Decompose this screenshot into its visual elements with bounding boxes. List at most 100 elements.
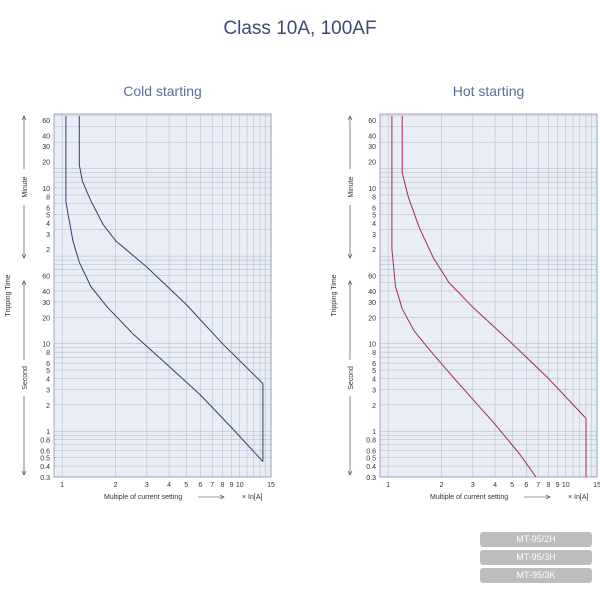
y-group-minute: Minute: [22, 176, 29, 197]
arrow-down-icon: [347, 470, 353, 476]
y-tick-label: 60: [42, 274, 50, 281]
y-tick-label: 4: [372, 221, 376, 228]
arrow-up-icon: [21, 280, 27, 285]
x-tick-label: 5: [184, 482, 188, 489]
y-tick-label: 8: [372, 194, 376, 201]
chart-panel-hot: Hot starting0.30.40.50.60.81234568102030…: [331, 83, 600, 501]
y-tick-label: 3: [372, 387, 376, 394]
y-tick-label: 0.4: [366, 464, 376, 471]
x-axis-unit: × In[A]: [242, 494, 262, 501]
y-tick-label: 60: [42, 118, 50, 125]
x-tick-label: 7: [210, 482, 214, 489]
x-tick-label: 15: [267, 482, 275, 489]
model-badge-2h: MT-95/2H: [480, 532, 592, 547]
y-axis-label: Tripping Time: [331, 274, 338, 316]
y-axis-label: Tripping Time: [5, 274, 12, 316]
y-tick-label: 0.6: [40, 449, 50, 456]
x-tick-label: 3: [145, 482, 149, 489]
arrow-up-icon: [347, 280, 353, 285]
arrow-down-icon: [21, 253, 27, 259]
trip-curve-line-0: [391, 115, 537, 477]
y-tick-label: 2: [46, 247, 50, 254]
y-tick-label: 0.5: [40, 456, 50, 463]
x-tick-label: 10: [236, 482, 244, 489]
y-tick-label: 3: [372, 232, 376, 239]
plot-border: [379, 113, 598, 478]
y-tick-label: 30: [42, 300, 50, 307]
y-tick-label: 2: [46, 403, 50, 410]
y-tick-label: 6: [372, 205, 376, 212]
y-tick-label: 0.8: [40, 438, 50, 445]
x-axis-label: Multiple of current setting: [104, 494, 182, 501]
y-tick-label: 4: [372, 377, 376, 384]
arrow-head-icon: [545, 494, 551, 500]
y-tick-label: 40: [368, 289, 376, 296]
x-tick-label: 6: [524, 482, 528, 489]
plot-area: [54, 114, 271, 477]
chart-title: Cold starting: [123, 83, 202, 99]
model-badges: MT-95/2H MT-95/3H MT-95/3K: [480, 532, 592, 586]
y-tick-label: 5: [46, 368, 50, 375]
y-tick-label: 30: [42, 144, 50, 151]
arrow-head-icon: [219, 494, 225, 500]
y-tick-label: 2: [372, 247, 376, 254]
arrow-up-icon: [21, 115, 27, 121]
y-tick-label: 40: [368, 133, 376, 140]
y-tick-label: 3: [46, 232, 50, 239]
chart-title: Hot starting: [453, 83, 525, 99]
x-tick-label: 9: [230, 482, 234, 489]
y-tick-label: 2: [372, 403, 376, 410]
x-tick-label: 15: [593, 482, 600, 489]
y-tick-label: 20: [42, 315, 50, 322]
x-tick-label: 2: [114, 482, 118, 489]
chart-panel-cold: Cold starting0.30.40.50.60.8123456810203…: [5, 83, 275, 501]
y-tick-label: 0.8: [366, 438, 376, 445]
arrow-down-icon: [347, 253, 353, 259]
model-badge-3h: MT-95/3H: [480, 550, 592, 565]
y-group-minute: Minute: [348, 176, 355, 197]
y-tick-label: 20: [368, 160, 376, 167]
y-tick-label: 30: [368, 144, 376, 151]
y-tick-label: 20: [42, 160, 50, 167]
y-tick-label: 5: [372, 212, 376, 219]
x-tick-label: 8: [221, 482, 225, 489]
y-tick-label: 6: [372, 361, 376, 368]
y-tick-label: 60: [368, 274, 376, 281]
y-tick-label: 0.3: [40, 475, 50, 482]
y-tick-label: 8: [372, 350, 376, 357]
y-tick-label: 0.5: [366, 456, 376, 463]
x-axis-label: Multiple of current setting: [430, 494, 508, 501]
x-tick-label: 6: [198, 482, 202, 489]
y-tick-label: 6: [46, 205, 50, 212]
trip-curve-line-0: [65, 115, 264, 462]
trip-curve-line-1: [78, 115, 264, 384]
x-tick-label: 4: [167, 482, 171, 489]
y-tick-label: 0.3: [366, 475, 376, 482]
x-tick-label: 9: [556, 482, 560, 489]
y-group-second: Second: [348, 366, 355, 390]
x-tick-label: 1: [386, 482, 390, 489]
model-badge-3k: MT-95/3K: [480, 568, 592, 583]
x-tick-label: 5: [510, 482, 514, 489]
y-tick-label: 5: [46, 212, 50, 219]
y-tick-label: 0.4: [40, 464, 50, 471]
y-tick-label: 8: [46, 194, 50, 201]
y-tick-label: 10: [42, 186, 50, 193]
y-tick-label: 40: [42, 289, 50, 296]
x-axis-unit: × In[A]: [568, 494, 588, 501]
y-tick-label: 1: [372, 429, 376, 436]
y-tick-label: 3: [46, 387, 50, 394]
x-tick-label: 3: [471, 482, 475, 489]
page-title: Class 10A, 100AF: [223, 18, 377, 39]
x-tick-label: 1: [60, 482, 64, 489]
x-tick-label: 2: [440, 482, 444, 489]
y-tick-label: 10: [42, 342, 50, 349]
y-tick-label: 10: [368, 186, 376, 193]
x-tick-label: 4: [493, 482, 497, 489]
y-tick-label: 20: [368, 315, 376, 322]
y-tick-label: 6: [46, 361, 50, 368]
arrow-up-icon: [347, 115, 353, 121]
y-tick-label: 1: [46, 429, 50, 436]
x-tick-label: 10: [562, 482, 570, 489]
